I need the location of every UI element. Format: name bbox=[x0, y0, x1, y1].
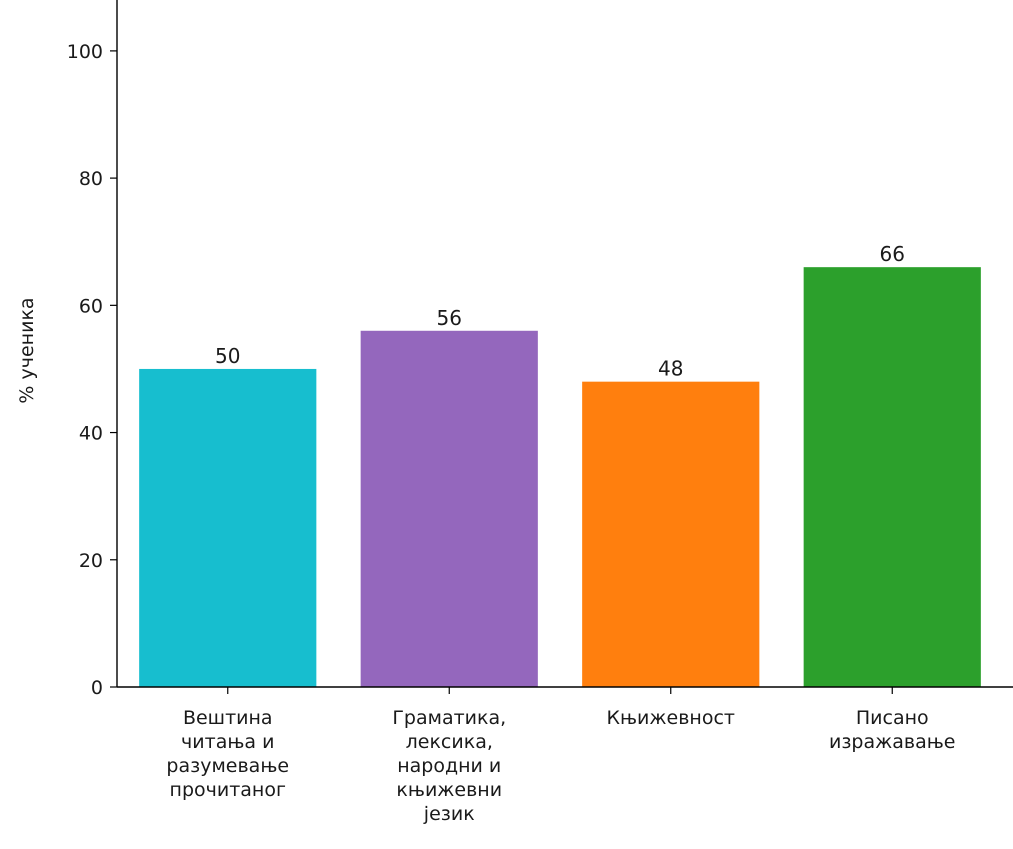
bar-4 bbox=[803, 267, 981, 687]
category-label-2: Граматика, лексика, народни и књижевни језик bbox=[392, 707, 506, 825]
plot-area: 50 Вештина читања и разумевање прочитаног 56 Г… bbox=[67, 0, 1013, 825]
data-label-3: 48 bbox=[658, 357, 683, 381]
y-tick-label-0: 0 bbox=[91, 677, 103, 699]
y-tick-label-40: 40 bbox=[79, 423, 103, 445]
data-label-4: 66 bbox=[880, 242, 905, 266]
category-label-4: Писано изражавање bbox=[829, 707, 956, 753]
category-label-3: Књижевност bbox=[607, 707, 735, 729]
bar-2 bbox=[360, 330, 538, 687]
data-label-1: 50 bbox=[215, 344, 240, 368]
y-tick-label-80: 80 bbox=[79, 168, 103, 190]
bar-1 bbox=[139, 368, 317, 687]
category-label-1: Вештина читања и разумевање прочитаног bbox=[166, 707, 289, 801]
y-tick-label-100: 100 bbox=[67, 41, 103, 63]
data-label-2: 56 bbox=[437, 306, 462, 330]
bar-3 bbox=[582, 381, 760, 687]
y-tick-label-20: 20 bbox=[79, 550, 103, 572]
y-tick-label-60: 60 bbox=[79, 295, 103, 317]
y-axis-title: % ученика bbox=[16, 297, 38, 403]
